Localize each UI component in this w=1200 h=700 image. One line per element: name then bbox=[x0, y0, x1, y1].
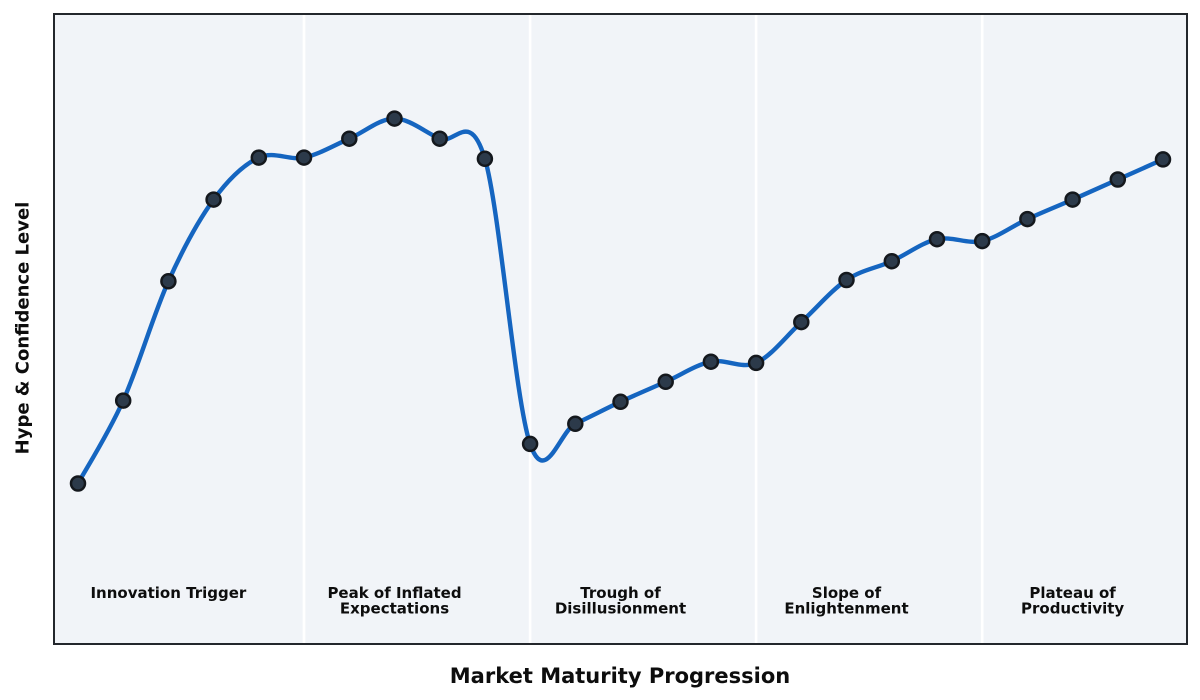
data-point-marker bbox=[567, 415, 584, 433]
phase-label: Peak of Inflated Expectations bbox=[327, 584, 461, 618]
data-point-marker bbox=[114, 392, 132, 409]
phase-separator bbox=[980, 15, 984, 643]
data-point-marker bbox=[1064, 191, 1081, 208]
phase-separator bbox=[302, 15, 306, 643]
plot-area: Innovation Trigger Peak of Inflated Expect… bbox=[53, 13, 1188, 645]
data-point-marker bbox=[295, 149, 313, 166]
data-point-marker bbox=[521, 435, 539, 453]
phase-label: Trough of Disillusionment bbox=[555, 584, 686, 618]
y-axis-label: Hype & Confidence Level bbox=[12, 201, 34, 455]
x-axis-label: Market Maturity Progression bbox=[449, 664, 791, 688]
data-point-marker bbox=[1109, 171, 1127, 188]
hype-cycle-chart-canvas: Innovation Trigger Peak of Inflated Expect… bbox=[69, 15, 1172, 643]
data-point-marker bbox=[793, 313, 810, 331]
phase-separator bbox=[754, 15, 758, 643]
data-point-marker bbox=[476, 150, 494, 168]
data-point-marker bbox=[612, 393, 629, 411]
data-point-marker bbox=[928, 230, 946, 248]
data-point-marker bbox=[747, 354, 765, 372]
hype-curve-line bbox=[75, 116, 1166, 486]
data-point-marker bbox=[69, 475, 87, 492]
data-point-marker bbox=[702, 353, 720, 370]
phase-label: Innovation Trigger bbox=[90, 584, 246, 602]
data-point-marker bbox=[973, 232, 991, 250]
data-point-marker bbox=[883, 252, 901, 270]
data-point-marker bbox=[1154, 151, 1172, 168]
data-point-marker bbox=[160, 273, 177, 290]
phase-separator bbox=[528, 15, 532, 643]
data-point-marker bbox=[341, 130, 358, 147]
data-point-marker bbox=[657, 373, 674, 391]
data-point-marker bbox=[431, 130, 448, 147]
data-point-marker bbox=[205, 191, 222, 208]
data-point-marker bbox=[838, 271, 855, 289]
data-point-marker bbox=[250, 149, 268, 166]
phase-label: Plateau of Productivity bbox=[1021, 584, 1124, 618]
data-point-marker bbox=[386, 110, 403, 127]
phase-label: Slope of Enlightenment bbox=[784, 584, 908, 618]
data-point-marker bbox=[1019, 210, 1036, 228]
